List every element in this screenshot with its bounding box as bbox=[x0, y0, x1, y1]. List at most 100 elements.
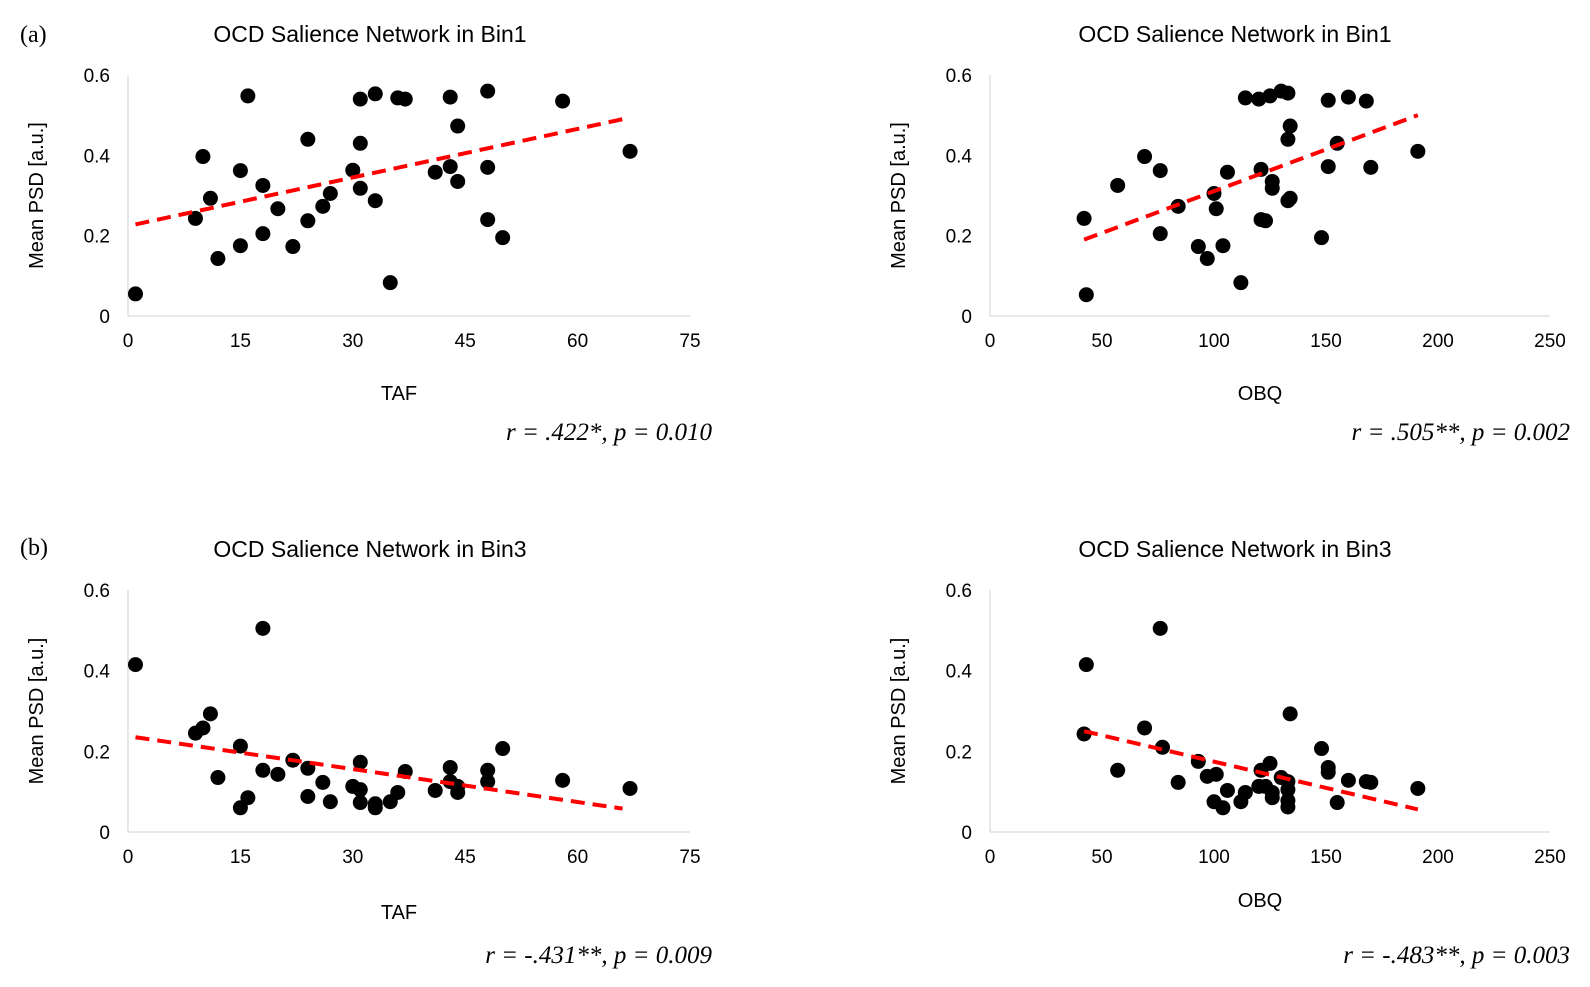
x-tick-label: 45 bbox=[455, 847, 476, 868]
chart-a-taf-bin1: 0 15 30 45 60 75 0 0.2 0.4 0.6 OCD Salience Networ… bbox=[20, 21, 712, 446]
y-tick-label: 0.2 bbox=[946, 742, 972, 763]
data-point bbox=[555, 93, 571, 109]
data-point bbox=[202, 706, 218, 722]
data-point bbox=[1237, 90, 1253, 106]
data-point bbox=[255, 620, 271, 636]
x-tick-label: 0 bbox=[985, 847, 996, 868]
chart-title: OCD Salience Network in Bin1 bbox=[1078, 21, 1391, 47]
data-point bbox=[1363, 774, 1379, 790]
correlation-stat: r = -.483**, p = 0.003 bbox=[1343, 942, 1570, 969]
data-point bbox=[352, 782, 368, 798]
y-axis-label: Mean PSD [a.u.] bbox=[888, 122, 910, 269]
data-point bbox=[232, 238, 248, 254]
data-point bbox=[622, 780, 638, 796]
data-point bbox=[480, 83, 496, 99]
data-point bbox=[300, 131, 316, 147]
x-tick-label: 30 bbox=[342, 847, 363, 868]
x-tick-label: 250 bbox=[1534, 847, 1566, 868]
data-point bbox=[555, 772, 571, 788]
data-point bbox=[1208, 766, 1224, 782]
data-point bbox=[1314, 230, 1330, 246]
data-point bbox=[480, 762, 496, 778]
data-point bbox=[367, 800, 383, 816]
y-axis-label: Mean PSD [a.u.] bbox=[26, 122, 48, 269]
correlation-stat: r = .422*, p = 0.010 bbox=[506, 419, 712, 446]
y-tick-label: 0.6 bbox=[84, 581, 110, 602]
x-tick-label: 0 bbox=[123, 331, 134, 352]
data-point bbox=[1170, 774, 1186, 790]
data-point bbox=[1280, 799, 1296, 815]
data-point bbox=[1320, 764, 1336, 780]
data-point bbox=[195, 720, 211, 736]
data-point bbox=[1282, 190, 1298, 206]
data-point bbox=[480, 212, 496, 228]
data-point bbox=[427, 782, 443, 798]
data-point bbox=[442, 89, 458, 105]
data-point bbox=[1199, 251, 1215, 267]
data-point bbox=[1110, 177, 1126, 193]
data-point bbox=[255, 177, 271, 193]
data-point bbox=[202, 190, 218, 206]
data-point bbox=[367, 193, 383, 209]
data-point bbox=[427, 164, 443, 180]
panel-label: (b) bbox=[20, 535, 48, 561]
trendline bbox=[135, 735, 623, 811]
data-point bbox=[397, 91, 413, 107]
data-point bbox=[285, 239, 301, 255]
y-tick-label: 0.4 bbox=[946, 662, 973, 683]
data-point bbox=[1264, 790, 1280, 806]
data-point bbox=[450, 118, 466, 134]
y-tick-label: 0.6 bbox=[84, 66, 110, 87]
data-point bbox=[1363, 159, 1379, 175]
x-tick-label: 60 bbox=[567, 331, 588, 352]
data-point bbox=[195, 149, 211, 165]
chart-b-taf-bin3: 0 15 30 45 60 75 0 0.2 0.4 0.6 OCD Salience Networ… bbox=[20, 535, 712, 969]
x-tick-label: 15 bbox=[230, 331, 251, 352]
data-point bbox=[187, 210, 203, 226]
x-tick-label: 250 bbox=[1534, 331, 1566, 352]
data-point bbox=[450, 784, 466, 800]
data-point bbox=[495, 230, 511, 246]
x-tick-label: 45 bbox=[455, 331, 476, 352]
data-point bbox=[345, 162, 361, 178]
x-tick-label: 100 bbox=[1198, 331, 1230, 352]
x-axis-label: OBQ bbox=[1238, 890, 1282, 912]
chart-b-obq-bin3: 0 50 100 150 200 250 0 0.2 0.4 0.6 OCD Salience Ne… bbox=[888, 536, 1570, 969]
data-point bbox=[1215, 238, 1231, 254]
data-point bbox=[1076, 210, 1092, 226]
data-point bbox=[1280, 85, 1296, 101]
data-point bbox=[1410, 780, 1426, 796]
data-point bbox=[1262, 88, 1278, 104]
correlation-stat: r = -.431**, p = 0.009 bbox=[485, 942, 712, 969]
data-point bbox=[480, 159, 496, 175]
data-point bbox=[1078, 657, 1094, 673]
data-point bbox=[1137, 149, 1153, 165]
data-point bbox=[270, 201, 286, 217]
trendline bbox=[1083, 113, 1419, 242]
y-tick-label: 0.2 bbox=[84, 742, 110, 763]
y-tick-label: 0 bbox=[99, 823, 110, 844]
data-point bbox=[270, 766, 286, 782]
y-tick-label: 0.6 bbox=[946, 66, 972, 87]
data-point bbox=[1340, 772, 1356, 788]
data-point bbox=[390, 784, 406, 800]
chart-a-obq-bin1: 0 50 100 150 200 250 0 0.2 0.4 0.6 OCD Salience Ne… bbox=[888, 21, 1570, 446]
data-point bbox=[1110, 762, 1126, 778]
chart-title: OCD Salience Network in Bin1 bbox=[213, 21, 526, 47]
x-tick-label: 50 bbox=[1091, 331, 1112, 352]
data-point bbox=[1264, 180, 1280, 196]
data-point bbox=[622, 143, 638, 159]
data-point bbox=[1215, 800, 1231, 816]
x-tick-label: 30 bbox=[342, 331, 363, 352]
x-axis-label: TAF bbox=[381, 902, 417, 924]
data-point bbox=[300, 213, 316, 229]
x-tick-label: 75 bbox=[679, 847, 700, 868]
data-point bbox=[442, 759, 458, 775]
data-point bbox=[1329, 795, 1345, 811]
x-tick-label: 200 bbox=[1422, 331, 1454, 352]
chart-title: OCD Salience Network in Bin3 bbox=[1078, 536, 1391, 562]
data-point bbox=[322, 185, 338, 201]
data-point bbox=[352, 754, 368, 770]
trendline bbox=[135, 115, 631, 227]
